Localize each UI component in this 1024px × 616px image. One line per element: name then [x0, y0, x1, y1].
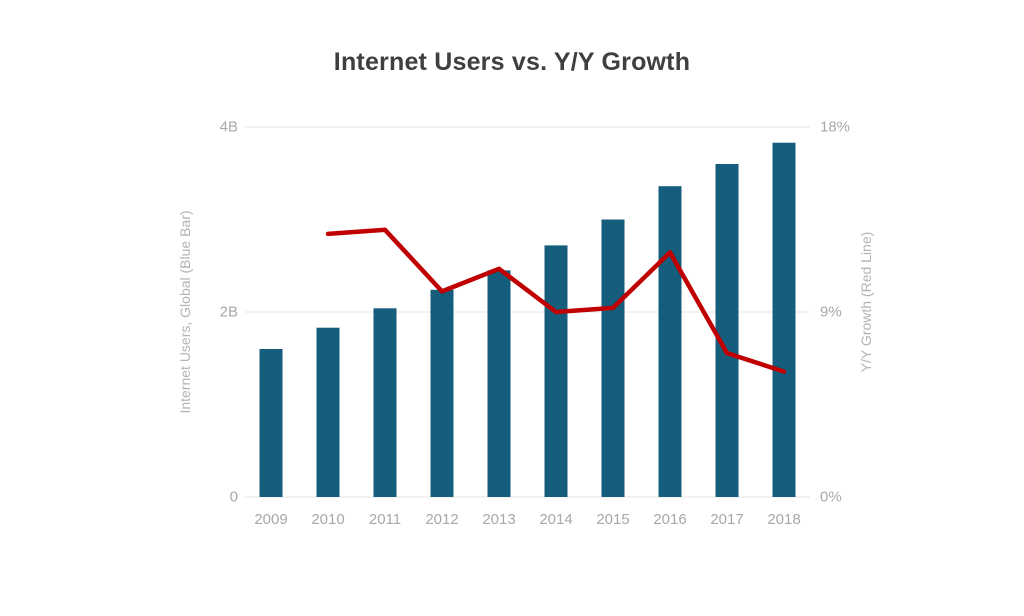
x-tick-label-2015: 2015 [596, 511, 629, 528]
x-tick-label-2018: 2018 [767, 511, 800, 528]
bar-2009 [259, 349, 283, 497]
x-tick-label-2009: 2009 [254, 511, 287, 528]
right-axis-title: Y/Y Growth (Red Line) [858, 231, 874, 373]
x-tick-label-2017: 2017 [710, 511, 743, 528]
bar-2014 [544, 245, 568, 497]
x-tick-label-2014: 2014 [539, 511, 572, 528]
chart-title: Internet Users vs. Y/Y Growth [333, 48, 691, 76]
right-axis-tick-0pct: 0% [820, 488, 842, 506]
x-tick-label-2013: 2013 [482, 511, 515, 528]
right-axis-tick-18pct: 18% [820, 118, 851, 136]
x-tick-label-2011: 2011 [369, 511, 401, 528]
left-axis-tick-0: 0 [229, 488, 238, 506]
left-axis-tick-4b: 4B [219, 118, 238, 136]
bar-2015 [601, 219, 625, 497]
bar-2010 [316, 327, 340, 497]
left-axis-title: Internet Users, Global (Blue Bar) [177, 210, 193, 414]
bar-2011 [373, 308, 397, 497]
x-tick-label-2016: 2016 [653, 511, 686, 528]
bar-2012 [430, 289, 454, 497]
bar-2018 [772, 142, 796, 497]
x-tick-label-2012: 2012 [425, 511, 458, 528]
right-axis-tick-9pct: 9% [820, 303, 842, 321]
bar-2013 [487, 270, 511, 497]
left-axis-tick-2b: 2B [219, 303, 238, 321]
bar-2017 [715, 164, 739, 497]
x-tick-label-2010: 2010 [311, 511, 344, 528]
bar-2016 [658, 186, 682, 497]
growth-line [325, 227, 787, 374]
